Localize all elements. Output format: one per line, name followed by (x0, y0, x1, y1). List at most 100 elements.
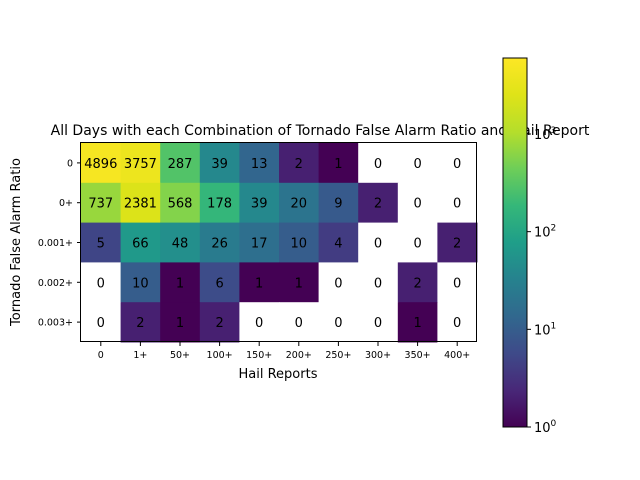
cell-value-label: 0 (97, 276, 105, 291)
y-tick-label: 0.002+ (38, 278, 73, 289)
cell-value-label: 3757 (124, 157, 157, 172)
x-tick-label: 150+ (246, 350, 272, 361)
heatmap-cell (358, 143, 399, 184)
cell-value-label: 0 (413, 237, 421, 252)
heatmap-cell (358, 262, 399, 303)
heatmap-cell (199, 302, 240, 343)
colorbar-ticks: 100 101 102 103 (527, 126, 557, 436)
x-tick-label: 1+ (133, 350, 147, 361)
cell-value-label: 2 (136, 316, 144, 331)
heatmap-cell (397, 143, 438, 184)
heatmap-cell (160, 143, 201, 184)
cell-value-label: 66 (132, 237, 149, 252)
y-tick-label: 0+ (59, 198, 73, 209)
colorbar-tick-label: 102 (534, 224, 556, 241)
x-axis-ticks: 0 1+ 50+ 100+ 150+ 200+ 250+ 300+ 350+ 400+ (98, 342, 470, 361)
cell-value-label: 1 (413, 316, 421, 331)
cell-value-label: 39 (251, 197, 268, 212)
cell-value-label: 13 (251, 157, 268, 172)
heatmap-cell (81, 222, 122, 263)
heatmap-cell (199, 222, 240, 263)
cell-value-label: 17 (251, 237, 268, 252)
cell-value-label: 1 (176, 316, 184, 331)
cell-value-label: 2 (453, 237, 461, 252)
cell-value-label: 0 (413, 197, 421, 212)
heatmap-cell (199, 143, 240, 184)
heatmap-cell (397, 302, 438, 343)
cell-value-label: 10 (291, 237, 308, 252)
heatmap-cell (279, 143, 320, 184)
cell-value-label: 0 (453, 316, 461, 331)
heatmap-cell (437, 262, 478, 303)
x-tick-label: 350+ (405, 350, 431, 361)
heatmap-cell (120, 182, 161, 224)
heatmap-cell (239, 182, 280, 224)
cell-value-label: 9 (334, 197, 342, 212)
heatmap-cell (81, 182, 122, 224)
cell-value-label: 0 (453, 157, 461, 172)
heatmap-cell (120, 262, 161, 303)
heatmap-cell (81, 262, 122, 303)
y-tick-label: 0.003+ (38, 318, 73, 329)
cell-value-label: 0 (374, 316, 382, 331)
cell-value-label: 568 (168, 197, 193, 212)
colorbar-tick-label: 100 (534, 419, 557, 436)
heatmap-cell (160, 302, 201, 343)
heatmap-cell (279, 302, 320, 343)
cell-value-label: 2381 (124, 197, 157, 212)
heatmap-cell (239, 302, 280, 343)
heatmap-cell (120, 302, 161, 343)
chart-title: All Days with each Combination of Tornad… (51, 123, 590, 139)
cell-value-label: 1 (176, 276, 184, 291)
cell-value-label: 26 (211, 237, 228, 252)
cell-value-label: 0 (255, 316, 263, 331)
heatmap-cells (81, 143, 478, 343)
heatmap-cell (279, 222, 320, 263)
heatmap-cell (120, 222, 161, 263)
x-tick-label: 0 (98, 350, 104, 361)
heatmap-cell (358, 222, 399, 263)
cell-value-label: 48 (172, 237, 189, 252)
cell-value-label: 0 (453, 276, 461, 291)
heatmap-cell (81, 143, 122, 184)
cell-value-label: 0 (453, 197, 461, 212)
cell-value-label: 0 (295, 316, 303, 331)
cell-value-label: 737 (88, 197, 113, 212)
colorbar-tick-label: 103 (534, 126, 556, 143)
cell-value-label: 4 (334, 237, 342, 252)
cell-value-label: 1 (295, 276, 303, 291)
heatmap-cell (279, 182, 320, 224)
cell-value-label: 0 (334, 276, 342, 291)
cell-value-label: 1 (255, 276, 263, 291)
heatmap-cell (437, 182, 478, 224)
cell-value-label: 178 (207, 197, 232, 212)
cell-value-label: 0 (374, 237, 382, 252)
colorbar (502, 57, 528, 428)
heatmap-cell (81, 302, 122, 343)
cell-value-label: 1 (334, 157, 342, 172)
cell-value-label: 4896 (84, 157, 117, 172)
heatmap-cell (160, 222, 201, 263)
heatmap-cell (160, 262, 201, 303)
cell-value-label: 6 (215, 276, 223, 291)
cell-value-label: 0 (334, 316, 342, 331)
x-tick-label: 100+ (207, 350, 233, 361)
cell-value-label: 287 (168, 157, 193, 172)
cell-value-label: 0 (413, 157, 421, 172)
y-tick-label: 0 (67, 158, 73, 169)
heatmap-cell (397, 262, 438, 303)
cell-value-label: 2 (413, 276, 421, 291)
heatmap-cell (120, 143, 161, 184)
heatmap-cell (318, 182, 359, 224)
heatmap-cell (397, 222, 438, 263)
heatmap-cell (239, 143, 280, 184)
cell-value-label: 20 (291, 197, 308, 212)
x-axis-label: Hail Reports (239, 367, 318, 382)
cell-value-label: 5 (97, 237, 105, 252)
heatmap-cell (239, 262, 280, 303)
x-tick-label: 300+ (365, 350, 391, 361)
heatmap-cell (318, 302, 359, 343)
y-axis-label: Tornado False Alarm Ratio (9, 158, 24, 327)
cell-value-label: 0 (97, 316, 105, 331)
heatmap-cell (318, 143, 359, 184)
